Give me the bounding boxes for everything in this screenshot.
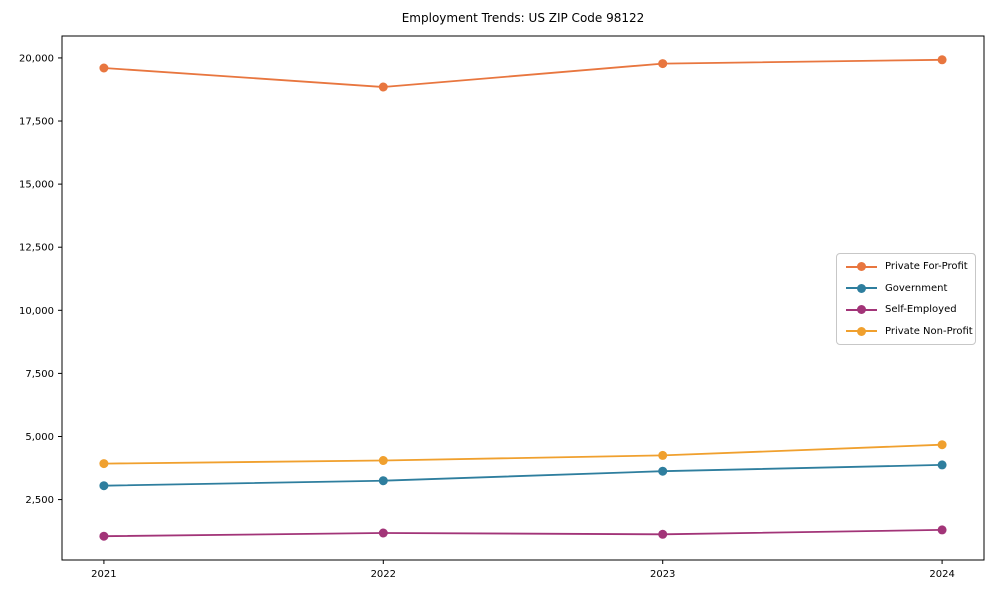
- data-point-private-non-profit: [99, 459, 109, 469]
- legend-line-marker-icon: [846, 283, 877, 293]
- y-axis-tick-label: 12,500: [19, 243, 54, 254]
- legend-label: Self-Employed: [885, 304, 957, 316]
- legend-label: Government: [885, 282, 948, 294]
- data-point-self-employed: [937, 525, 947, 535]
- data-point-private-non-profit: [658, 450, 668, 460]
- series-line-private-non-profit: [103, 443, 943, 465]
- chart-title: Employment Trends: US ZIP Code 98122: [401, 11, 645, 25]
- data-point-private-for-profit: [99, 63, 109, 73]
- legend-line-marker-icon: [846, 326, 877, 336]
- x-axis-tick-label: 2021: [91, 569, 116, 580]
- y-axis-tick-label: 2,500: [25, 495, 54, 506]
- x-axis-tick-label: 2022: [371, 569, 396, 580]
- y-axis-tick-label: 7,500: [25, 369, 54, 380]
- data-point-government: [658, 466, 668, 476]
- legend-line-marker-icon: [846, 305, 877, 315]
- x-axis-tick-label: 2023: [650, 569, 675, 580]
- data-point-self-employed: [658, 529, 668, 539]
- y-axis-tick-label: 15,000: [19, 180, 54, 191]
- axes-box: [61, 35, 985, 561]
- legend-item-private-for-profit: Private For-Profit: [837, 261, 975, 272]
- legend-item-self-employed: Self-Employed: [837, 304, 975, 315]
- data-point-private-for-profit: [658, 59, 668, 69]
- data-point-self-employed: [99, 531, 109, 541]
- y-axis-tick-label: 17,500: [19, 117, 54, 128]
- series-line-government: [103, 464, 943, 487]
- legend-item-private-non-profit: Private Non-Profit: [837, 326, 975, 337]
- data-point-government: [99, 481, 109, 491]
- legend-label: Private Non-Profit: [885, 325, 973, 337]
- data-point-self-employed: [378, 528, 388, 538]
- y-axis-tick-label: 5,000: [25, 432, 54, 443]
- legend-label: Private For-Profit: [885, 261, 968, 273]
- series-line-self-employed: [103, 529, 943, 538]
- data-point-government: [937, 460, 947, 470]
- legend-line-marker-icon: [846, 262, 877, 272]
- series-line-private-for-profit: [103, 58, 943, 88]
- data-point-private-non-profit: [378, 456, 388, 465]
- data-point-government: [378, 476, 388, 486]
- y-axis-tick-label: 10,000: [19, 306, 54, 317]
- legend-item-government: Government: [837, 283, 975, 294]
- chart-legend: Private For-Profit Government Self-Employe…: [836, 253, 976, 345]
- data-point-private-for-profit: [937, 55, 947, 65]
- data-point-private-non-profit: [937, 440, 947, 450]
- data-point-private-for-profit: [378, 82, 388, 92]
- x-axis-tick-label: 2024: [929, 569, 954, 580]
- y-axis-tick-label: 20,000: [19, 53, 54, 64]
